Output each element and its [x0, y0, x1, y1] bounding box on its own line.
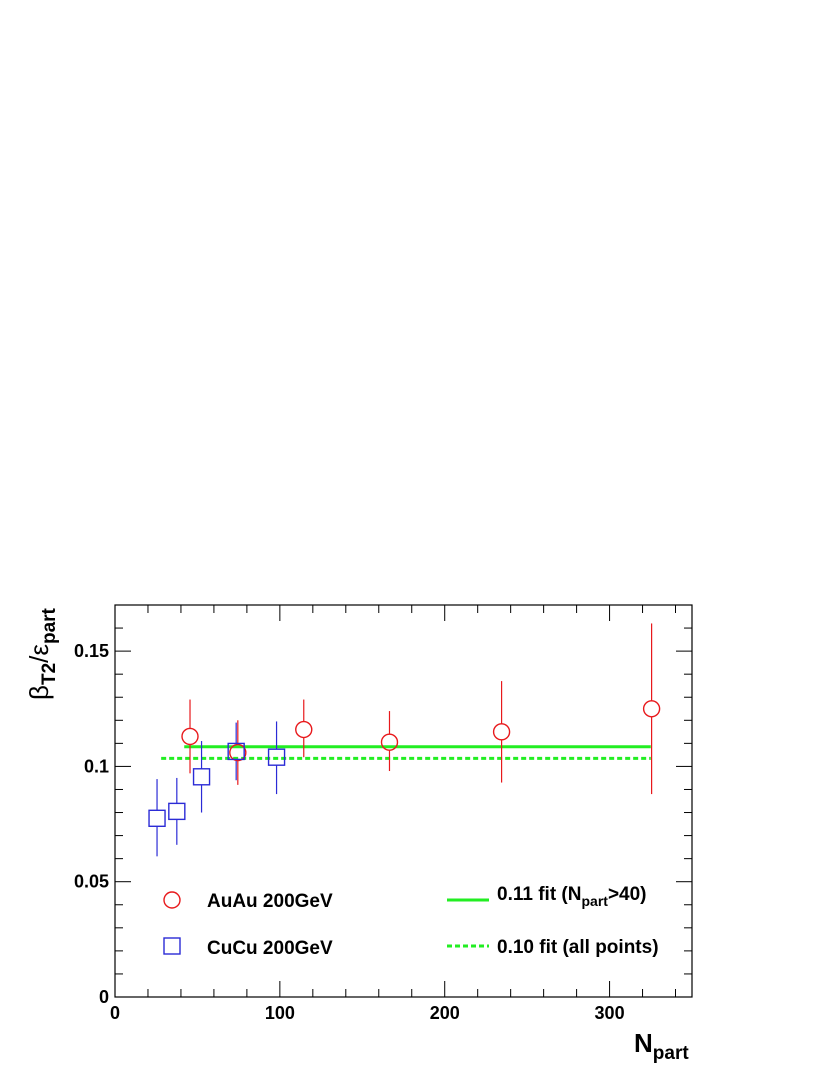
y-tick-label: 0.1	[84, 756, 109, 776]
data-point-cucu	[227, 742, 245, 761]
legend-label-fit-npart-sub: part	[581, 893, 608, 909]
legend-label-fit-all: 0.10 fit (all points)	[497, 937, 659, 958]
data-point-auau	[295, 720, 313, 739]
x-tick-label: 0	[110, 1003, 120, 1023]
data-point-auau	[492, 723, 511, 741]
data-point-cucu	[267, 748, 286, 766]
data-point-cucu	[192, 768, 211, 786]
legend-label-fit-npart-pre: 0.11 fit (N	[497, 884, 581, 905]
x-tick-label: 100	[265, 1003, 295, 1023]
y-tick-label: 0.05	[74, 872, 109, 892]
error-bars	[156, 623, 653, 857]
tick-labels: 0 100 200 300 0 0.05 0.1 0.15	[74, 641, 625, 1023]
y-axis-title-epsilon: ε	[24, 644, 54, 656]
data-point-auau	[181, 727, 199, 746]
x-tick-label: 300	[595, 1003, 625, 1023]
legend-marker-cucu	[163, 937, 181, 955]
y-axis-title-sub1: T2	[39, 663, 60, 685]
data-point-auau	[380, 733, 399, 751]
y-tick-label: 0.15	[74, 641, 109, 661]
legend: AuAu 200GeV CuCu 200GeV 0.11 fit (Npart>40…	[163, 884, 659, 959]
legend-marker-auau	[163, 891, 181, 909]
y-axis-title-sub2: part	[39, 607, 60, 644]
legend-label-cucu: CuCu 200GeV	[207, 938, 333, 959]
y-axis-title: βT2/εpart	[24, 607, 60, 700]
x-axis-title-sub: part	[653, 1043, 690, 1064]
plot-frame	[114, 604, 693, 998]
data-point-cucu	[168, 802, 186, 821]
x-tick-label: 200	[430, 1003, 460, 1023]
axis-ticks	[114, 604, 692, 998]
data-markers	[148, 700, 661, 827]
y-axis-title-slash: /	[24, 655, 54, 663]
data-point-auau	[229, 743, 247, 762]
y-tick-label: 0	[99, 987, 109, 1007]
legend-label-fit-npart: 0.11 fit (Npart>40)	[497, 884, 647, 909]
legend-label-auau: AuAu 200GeV	[207, 891, 333, 912]
data-point-auau	[642, 700, 661, 718]
x-axis-title: Npart	[634, 1028, 689, 1064]
x-axis-title-main: N	[634, 1028, 653, 1058]
data-point-cucu	[148, 809, 166, 827]
y-axis-title-beta: β	[24, 685, 54, 700]
fit-lines	[161, 745, 651, 760]
legend-label-fit-npart-post: >40)	[608, 884, 647, 905]
